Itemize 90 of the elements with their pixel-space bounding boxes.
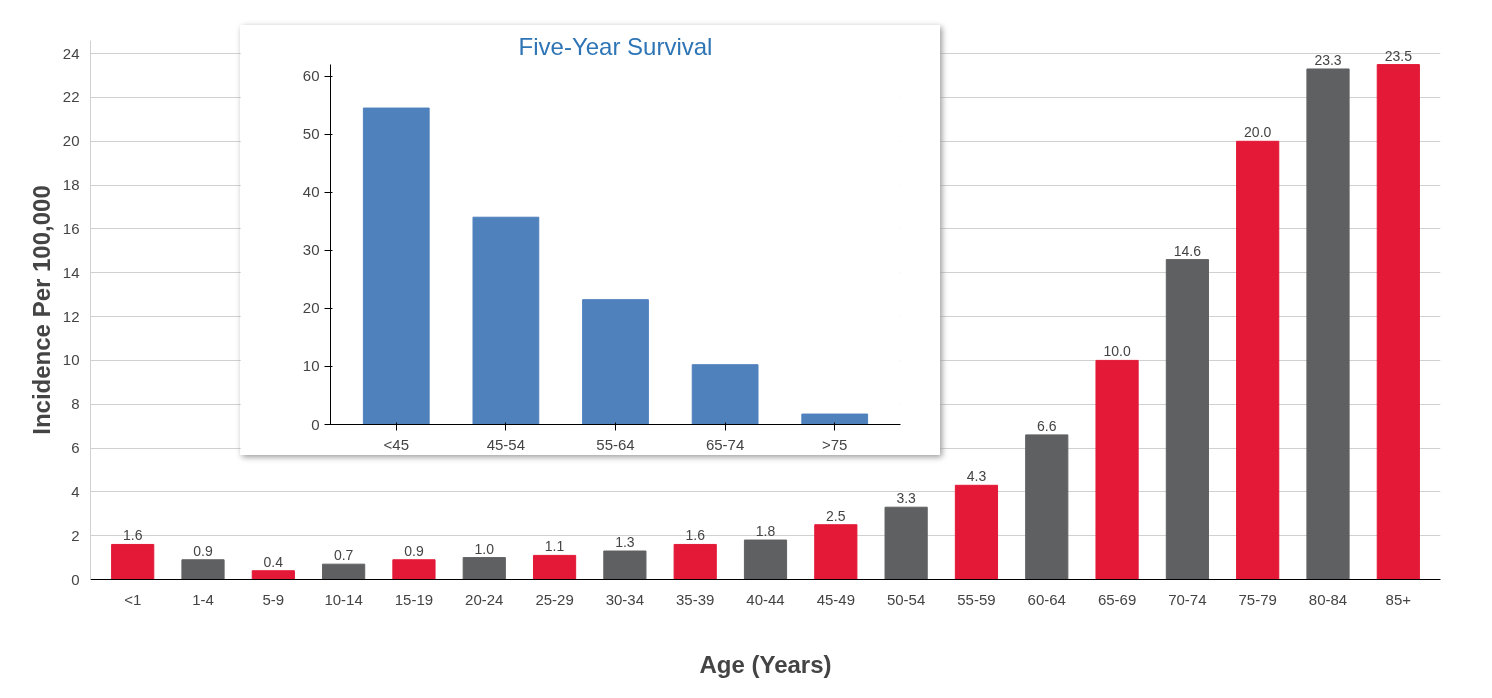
bar (814, 524, 858, 580)
bar (743, 539, 788, 580)
x-tick-label: 65-69 (1097, 590, 1137, 608)
y-tick-label: 0 (71, 570, 80, 588)
bar (1025, 434, 1069, 580)
y-tick-label: 16 (62, 219, 80, 237)
y-tick-label: 40 (302, 183, 320, 201)
x-tick-label: 10-14 (324, 590, 363, 608)
chart-title: Five-Year Survival (518, 32, 713, 60)
x-tick-label: 55-64 (596, 435, 635, 453)
data-label: 2.5 (826, 507, 846, 524)
y-tick-label: 10 (302, 357, 320, 375)
bar (1095, 359, 1139, 580)
x-tick-label: 50-54 (886, 590, 926, 608)
x-tick-label: 20-24 (465, 590, 504, 608)
x-tick-label: 45-49 (816, 590, 856, 608)
y-tick-label: 14 (62, 263, 80, 281)
data-label: 1.3 (615, 534, 635, 551)
x-tick-label: 40-44 (746, 590, 785, 608)
x-tick-label: 15-19 (394, 590, 434, 608)
data-label: 23.5 (1384, 47, 1413, 64)
data-label: 1.6 (122, 527, 143, 544)
y-tick-label: 8 (71, 395, 80, 413)
x-tick-label: <45 (383, 435, 409, 453)
bar (603, 550, 647, 580)
data-label: 0.9 (193, 542, 213, 559)
y-tick-label: 18 (62, 176, 80, 194)
x-tick-label: >75 (822, 435, 848, 453)
x-tick-label: 45-54 (486, 435, 526, 453)
bar (362, 107, 430, 425)
y-tick-label: 4 (71, 482, 80, 500)
y-tick-label: 12 (62, 307, 80, 325)
x-tick-label: 70-74 (1168, 590, 1207, 608)
x-tick-label: 25-29 (535, 590, 574, 608)
data-label: 1.8 (755, 523, 776, 540)
y-tick-label: 0 (311, 415, 320, 433)
bar (532, 554, 577, 580)
data-label: 0.9 (404, 542, 424, 559)
y-tick-label: 6 (71, 439, 80, 457)
data-label: 14.6 (1173, 242, 1202, 259)
y-tick-label: 24 (62, 44, 80, 62)
x-tick-label: 80-84 (1308, 590, 1348, 608)
y-tick-label: 2 (71, 526, 80, 544)
x-axis-title: Age (Years) (699, 650, 832, 678)
data-label: 1.0 (474, 540, 495, 557)
bar (954, 484, 999, 580)
x-tick-label: 65-74 (705, 435, 745, 453)
x-tick-label: 1-4 (192, 590, 214, 608)
y-tick-label: 60 (302, 67, 320, 85)
x-tick-label: <1 (124, 590, 142, 608)
data-label: 23.3 (1314, 51, 1342, 68)
bar (1165, 259, 1209, 580)
data-label: 0.7 (333, 547, 354, 564)
data-label: 10.0 (1103, 343, 1131, 360)
x-tick-label: 60-64 (1027, 590, 1066, 608)
bar (884, 506, 928, 580)
bar (251, 570, 295, 580)
data-label: 4.3 (966, 468, 987, 485)
y-tick-label: 50 (302, 125, 320, 143)
x-tick-label: 30-34 (605, 590, 645, 608)
data-label: 6.6 (1037, 417, 1057, 434)
bar (322, 563, 366, 580)
bar (1306, 68, 1350, 580)
bar (1236, 140, 1280, 580)
y-tick-label: 22 (62, 88, 80, 106)
y-tick-label: 20 (302, 299, 320, 317)
x-tick-label: 5-9 (262, 590, 285, 608)
bar (1376, 64, 1420, 580)
data-label: 20.0 (1244, 124, 1272, 141)
data-label: 1.6 (685, 527, 706, 544)
bar (181, 559, 225, 580)
y-tick-label: 20 (62, 132, 80, 150)
y-tick-label: 10 (62, 351, 80, 369)
x-tick-label: 35-39 (676, 590, 715, 608)
bar (673, 543, 717, 580)
bar (472, 216, 540, 425)
x-tick-label: 75-79 (1238, 590, 1277, 608)
y-axis-title: Incidence Per 100,000 (27, 185, 55, 435)
data-label: 1.1 (544, 538, 565, 555)
bar (801, 413, 869, 425)
data-label: 3.3 (896, 490, 917, 507)
bar (392, 559, 436, 580)
bar (691, 364, 759, 425)
x-tick-label: 85+ (1385, 590, 1412, 608)
bar (582, 299, 649, 425)
bar (111, 543, 155, 580)
x-tick-label: 55-59 (957, 590, 996, 608)
data-label: 0.4 (263, 553, 284, 570)
y-tick-label: 30 (302, 241, 320, 259)
bar (462, 557, 506, 580)
